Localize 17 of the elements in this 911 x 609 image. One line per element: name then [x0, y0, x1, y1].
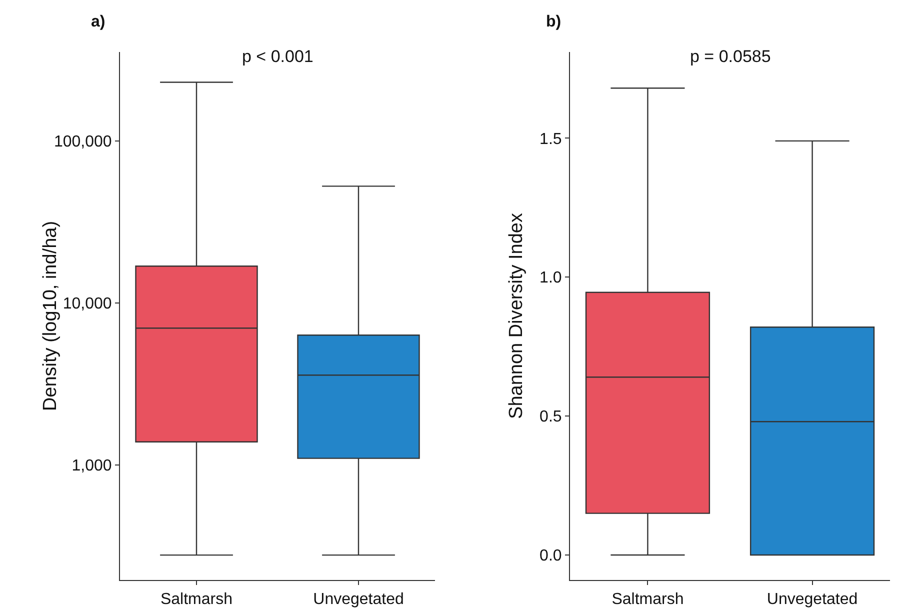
- y-axis-title: Shannon Diversity Index: [506, 212, 527, 419]
- y-tick-label: 0.5: [540, 408, 562, 426]
- x-tick-label: Saltmarsh: [612, 591, 684, 608]
- y-tick-label: 1,000: [72, 458, 112, 475]
- y-tick-label: 10,000: [62, 296, 112, 313]
- x-tick-label: Unvegetated: [313, 591, 404, 608]
- chart-title: a): [91, 13, 106, 30]
- y-axis-title: Density (log10, ind/ha): [40, 220, 61, 412]
- x-tick-label: Unvegetated: [766, 591, 858, 608]
- x-tick-label: Saltmarsh: [160, 591, 233, 608]
- chart-title: b): [546, 13, 562, 30]
- annotation: p < 0.001: [242, 47, 314, 66]
- annotation: p = 0.0585: [690, 47, 771, 66]
- y-tick-label: 0.0: [540, 548, 562, 565]
- y-tick-label: 100,000: [54, 134, 112, 151]
- y-tick-label: 1.0: [540, 270, 562, 287]
- y-tick-label: 1.5: [540, 130, 562, 148]
